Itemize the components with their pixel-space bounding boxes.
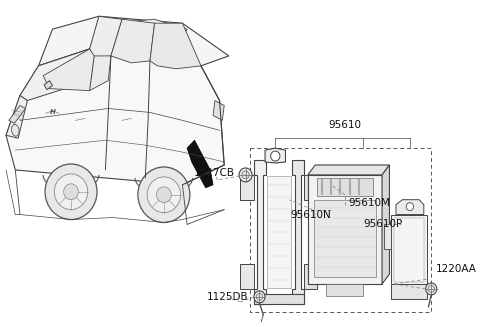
Circle shape [138,167,190,222]
Circle shape [54,174,88,210]
Polygon shape [38,16,229,66]
Polygon shape [304,175,317,200]
Polygon shape [9,106,25,123]
Polygon shape [240,175,254,200]
Polygon shape [111,19,155,63]
Ellipse shape [12,124,19,136]
Text: 95610N: 95610N [290,210,331,219]
Circle shape [428,285,434,292]
Circle shape [426,283,437,295]
Circle shape [254,291,265,303]
Bar [308,175,382,284]
Polygon shape [292,160,304,304]
Polygon shape [240,264,254,289]
Polygon shape [43,49,111,91]
Circle shape [242,171,249,179]
Circle shape [63,184,78,200]
Bar [317,178,373,196]
Polygon shape [382,165,389,284]
Polygon shape [150,23,201,69]
Polygon shape [20,49,94,100]
Bar [391,215,427,284]
Polygon shape [254,160,266,304]
Circle shape [45,164,97,219]
Polygon shape [44,81,52,90]
Bar [394,217,424,282]
Polygon shape [308,165,389,175]
Circle shape [147,177,180,213]
Bar [326,284,363,296]
Text: 1125DB: 1125DB [207,292,248,302]
Polygon shape [108,19,187,43]
Text: H: H [49,110,55,115]
Text: 1220AA: 1220AA [436,264,477,274]
Text: 95610P: 95610P [363,219,403,230]
Polygon shape [396,200,424,215]
Polygon shape [187,140,213,188]
Circle shape [156,187,171,203]
Polygon shape [213,100,224,120]
Bar [250,148,431,312]
Polygon shape [6,95,27,138]
Text: 95610: 95610 [328,120,361,130]
Polygon shape [384,224,391,249]
Polygon shape [265,148,286,163]
Circle shape [239,168,252,182]
Polygon shape [304,264,317,289]
Polygon shape [6,49,224,185]
Bar [314,200,375,277]
Text: 95610M: 95610M [348,198,391,208]
Polygon shape [391,284,427,299]
Polygon shape [254,294,304,304]
Text: 1327CB: 1327CB [193,168,234,178]
Bar [267,176,291,288]
Polygon shape [90,16,122,59]
Circle shape [256,293,263,300]
Circle shape [271,151,280,161]
Circle shape [406,203,414,211]
